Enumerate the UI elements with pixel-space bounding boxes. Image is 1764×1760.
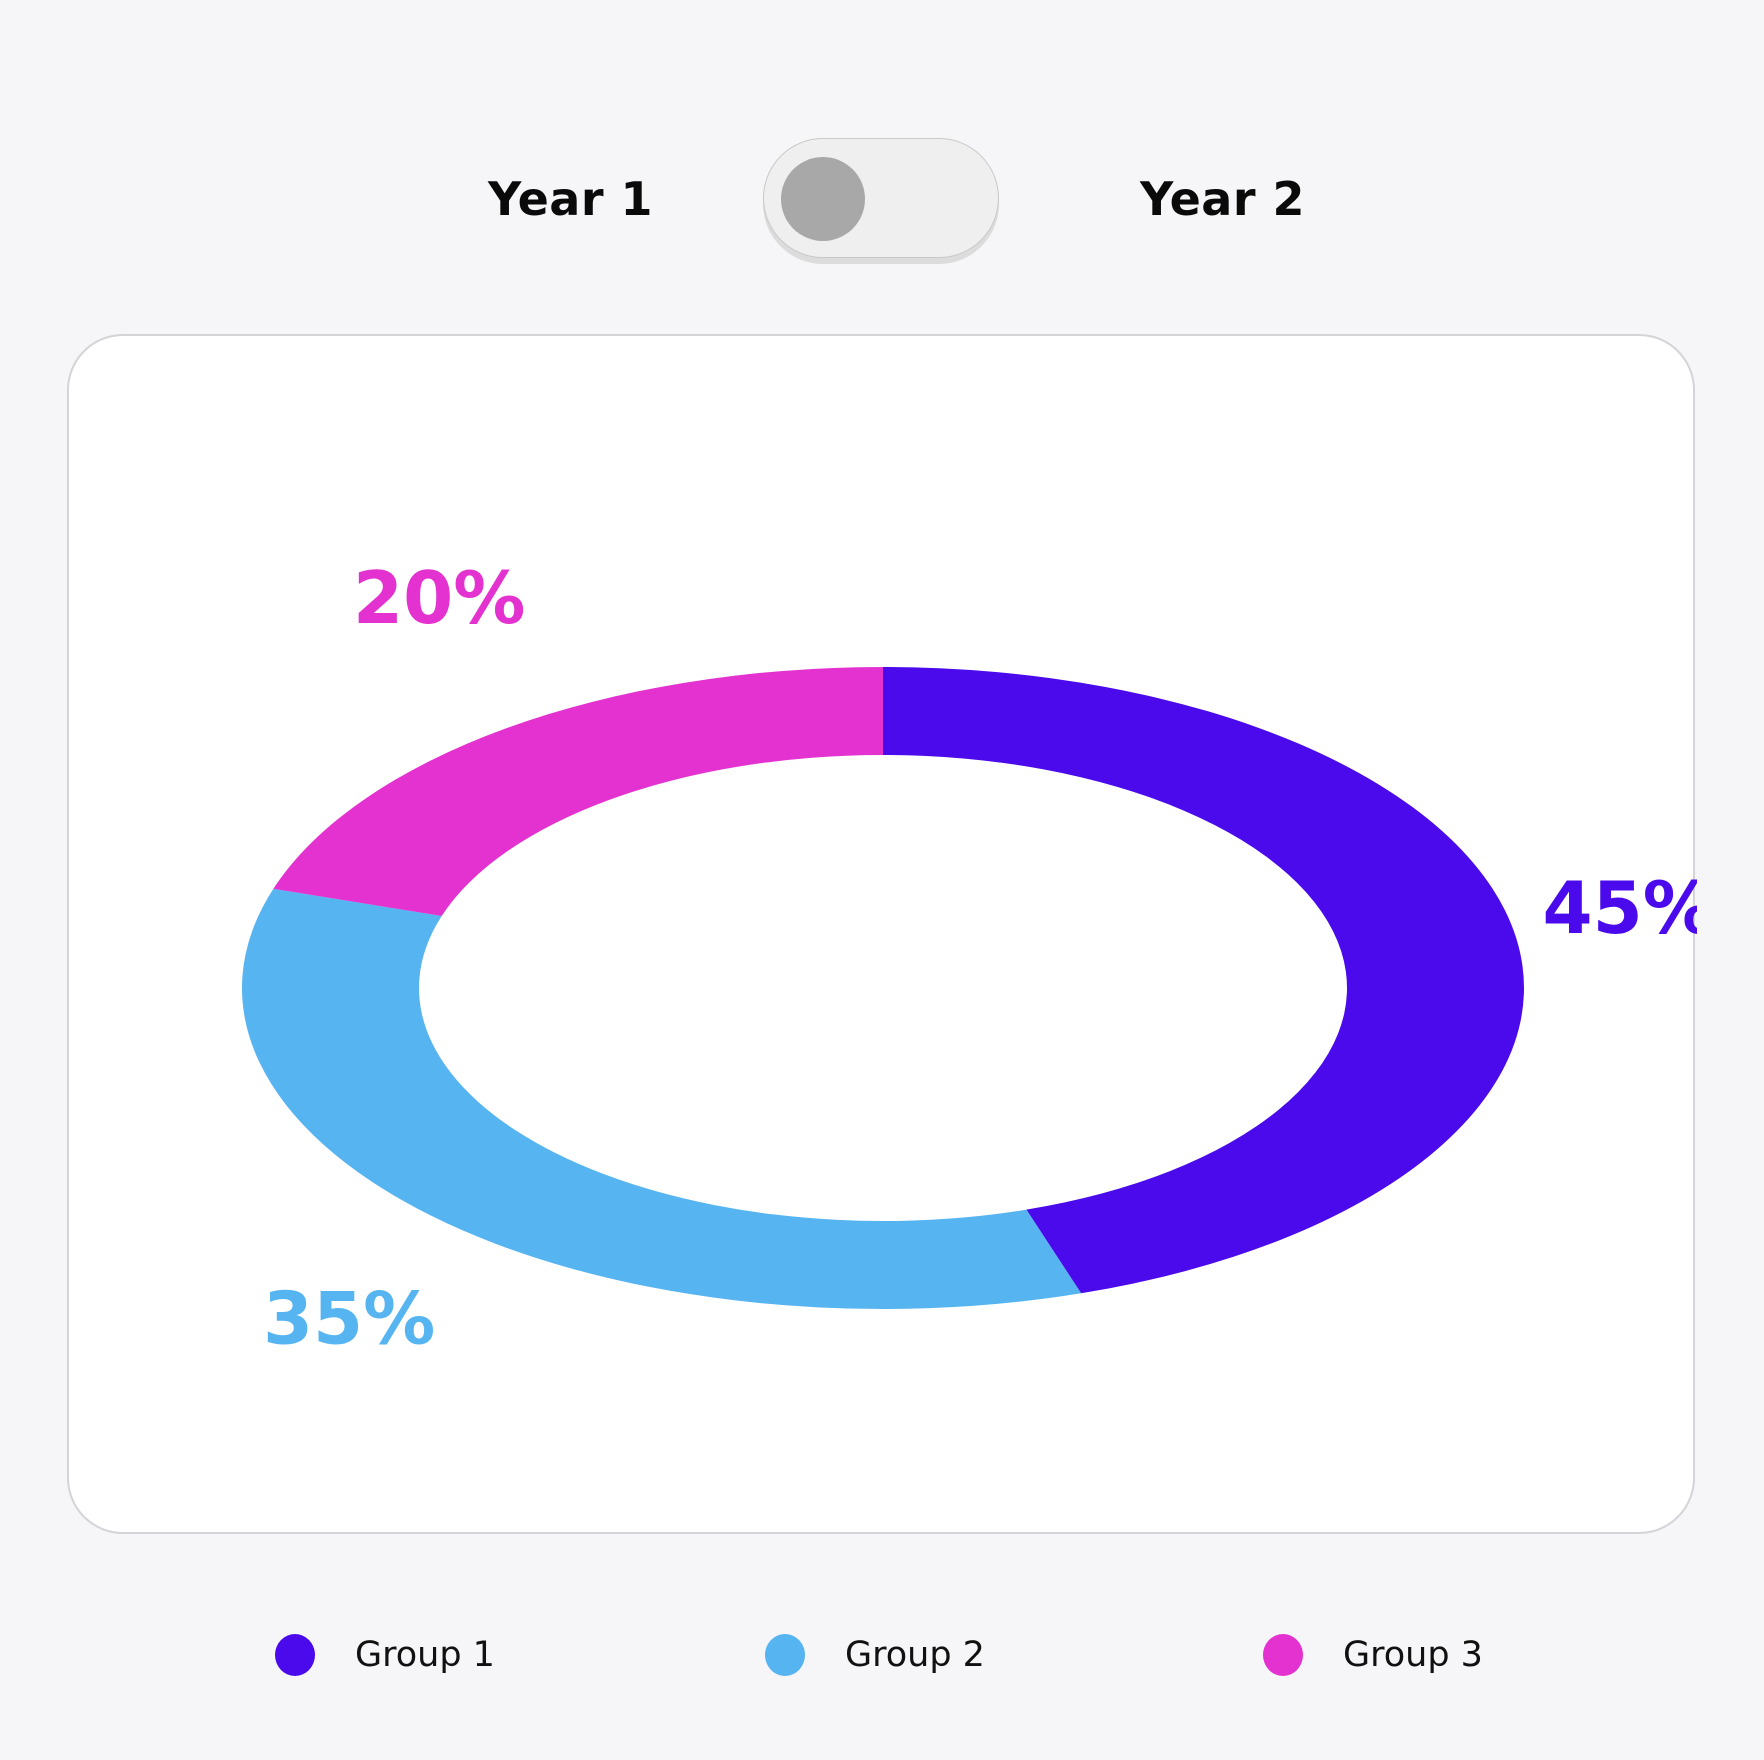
chart-legend: Group 1 Group 2 Group 3 bbox=[0, 1630, 1764, 1690]
slice-label-group-2: 35% bbox=[263, 1276, 435, 1360]
year-toggle-switch[interactable] bbox=[763, 138, 999, 258]
legend-swatch-group-1 bbox=[275, 1634, 315, 1676]
toggle-knob[interactable] bbox=[781, 157, 865, 241]
legend-label-group-1: Group 1 bbox=[355, 1635, 495, 1675]
donut-chart: 45% 35% 20% bbox=[241, 556, 1697, 1360]
legend-label-group-3: Group 3 bbox=[1343, 1635, 1483, 1675]
year-1-label[interactable]: Year 1 bbox=[488, 172, 654, 226]
year-toggle-row: Year 1 Year 2 bbox=[0, 138, 1764, 268]
donut-slice-group-3[interactable] bbox=[273, 667, 883, 916]
slice-label-group-3: 20% bbox=[353, 556, 525, 640]
year-2-label[interactable]: Year 2 bbox=[1140, 172, 1306, 226]
slice-label-group-1: 45% bbox=[1543, 866, 1697, 950]
legend-label-group-2: Group 2 bbox=[845, 1635, 985, 1675]
chart-card: 45% 35% 20% bbox=[67, 334, 1697, 1534]
legend-swatch-group-2 bbox=[765, 1634, 805, 1676]
legend-swatch-group-3 bbox=[1263, 1634, 1303, 1676]
donut-slice-group-2[interactable] bbox=[241, 888, 1082, 1309]
donut-slice-group-1[interactable] bbox=[883, 667, 1524, 1294]
